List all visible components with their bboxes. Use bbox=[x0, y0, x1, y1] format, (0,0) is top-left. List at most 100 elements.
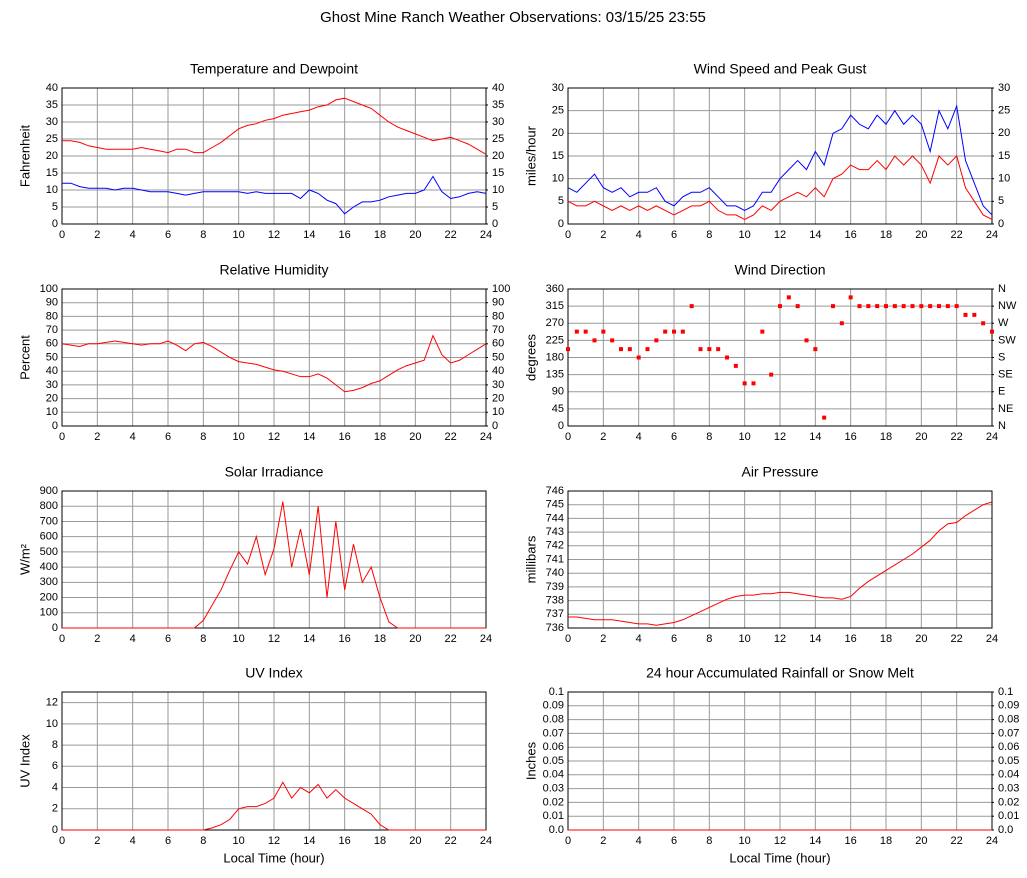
x-tick-label: 12 bbox=[268, 229, 280, 241]
y-axis-label: Inches bbox=[523, 741, 538, 780]
y2-tick-label: 5 bbox=[998, 195, 1004, 207]
y2-tick-label: 40 bbox=[492, 365, 504, 377]
x-tick-label: 4 bbox=[130, 431, 136, 443]
y-tick-label: 50 bbox=[46, 351, 58, 363]
y-tick-label: 20 bbox=[46, 150, 58, 162]
data-point bbox=[698, 347, 703, 352]
y-tick-label: 60 bbox=[46, 338, 58, 350]
y-tick-label: 35 bbox=[46, 99, 58, 111]
y2-tick-label: 30 bbox=[998, 82, 1010, 94]
y-tick-label: 100 bbox=[40, 607, 58, 619]
y-tick-label: 25 bbox=[552, 105, 564, 117]
data-point bbox=[689, 304, 694, 309]
x-tick-label: 24 bbox=[986, 431, 998, 443]
y2-tick-label: 80 bbox=[492, 310, 504, 322]
x-tick-label: 18 bbox=[374, 633, 386, 645]
x-tick-label: 6 bbox=[165, 431, 171, 443]
y-tick-label: 10 bbox=[46, 184, 58, 196]
data-point bbox=[610, 338, 615, 343]
data-point bbox=[892, 304, 897, 309]
y-tick-label: 15 bbox=[46, 167, 58, 179]
x-tick-label: 18 bbox=[374, 229, 386, 241]
y-tick-label: 225 bbox=[546, 334, 564, 346]
y-tick-label: 30 bbox=[552, 82, 564, 94]
y-tick-label: 0 bbox=[52, 218, 58, 230]
x-tick-label: 0 bbox=[565, 633, 571, 645]
data-point bbox=[725, 355, 729, 360]
x-tick-label: 18 bbox=[880, 633, 892, 645]
x-tick-label: 18 bbox=[374, 835, 386, 847]
y-tick-label: 30 bbox=[46, 379, 58, 391]
chart-title: 24 hour Accumulated Rainfall or Snow Mel… bbox=[646, 665, 914, 681]
y2-tick-label: SW bbox=[998, 334, 1016, 346]
plot-frame bbox=[567, 87, 993, 225]
data-point bbox=[839, 321, 844, 326]
y2-tick-label: E bbox=[998, 386, 1005, 398]
y-tick-label: 0.06 bbox=[543, 741, 564, 753]
x-tick-label: 24 bbox=[480, 633, 492, 645]
y2-tick-label: SE bbox=[998, 369, 1013, 381]
x-tick-label: 6 bbox=[671, 633, 677, 645]
y-tick-label: 315 bbox=[546, 300, 564, 312]
data-point bbox=[963, 312, 968, 317]
x-tick-label: 6 bbox=[165, 633, 171, 645]
x-tick-label: 10 bbox=[233, 633, 245, 645]
x-tick-label: 4 bbox=[636, 633, 642, 645]
y-tick-label: 600 bbox=[40, 531, 58, 543]
y-tick-label: 736 bbox=[546, 622, 564, 634]
x-tick-label: 12 bbox=[774, 835, 786, 847]
y2-tick-label: S bbox=[998, 351, 1005, 363]
data-point bbox=[804, 338, 809, 343]
y-axis-label: Percent bbox=[17, 335, 32, 380]
data-point bbox=[972, 312, 977, 317]
y2-tick-label: N bbox=[998, 283, 1006, 295]
x-tick-label: 8 bbox=[706, 431, 712, 443]
y2-tick-label: 0 bbox=[998, 218, 1004, 230]
x-tick-label: 10 bbox=[233, 835, 245, 847]
y-tick-label: 744 bbox=[546, 512, 564, 524]
y2-tick-label: 0.03 bbox=[998, 783, 1019, 795]
x-tick-label: 16 bbox=[845, 431, 857, 443]
x-tick-label: 2 bbox=[600, 835, 606, 847]
y2-tick-label: NE bbox=[998, 403, 1013, 415]
y2-tick-label: 30 bbox=[492, 379, 504, 391]
x-tick-label: 4 bbox=[636, 229, 642, 241]
data-point bbox=[919, 304, 924, 309]
x-tick-label: 4 bbox=[636, 431, 642, 443]
x-tick-label: 14 bbox=[303, 431, 315, 443]
y-tick-label: 0.02 bbox=[543, 796, 564, 808]
data-line bbox=[568, 501, 993, 626]
x-tick-label: 14 bbox=[303, 229, 315, 241]
y2-tick-label: 0.0 bbox=[998, 824, 1013, 836]
y-tick-label: 700 bbox=[40, 515, 58, 527]
y-tick-label: 15 bbox=[552, 150, 564, 162]
y-tick-label: 0 bbox=[558, 218, 564, 230]
y-tick-label: 10 bbox=[552, 173, 564, 185]
x-tick-label: 20 bbox=[915, 633, 927, 645]
y-tick-label: 6 bbox=[52, 760, 58, 772]
x-tick-label: 20 bbox=[409, 835, 421, 847]
y2-tick-label: 0.01 bbox=[998, 810, 1019, 822]
plot-frame bbox=[61, 288, 487, 427]
data-point bbox=[822, 415, 827, 420]
data-point bbox=[857, 304, 862, 309]
y2-tick-label: 10 bbox=[492, 184, 504, 196]
y-tick-label: 90 bbox=[46, 297, 58, 309]
x-tick-label: 0 bbox=[565, 229, 571, 241]
data-point bbox=[928, 304, 933, 309]
y-tick-label: 0 bbox=[558, 420, 564, 432]
x-tick-label: 6 bbox=[671, 431, 677, 443]
x-tick-label: 12 bbox=[268, 633, 280, 645]
chart-title: Relative Humidity bbox=[220, 262, 329, 278]
y-tick-label: 746 bbox=[546, 485, 564, 497]
y2-tick-label: NW bbox=[998, 300, 1017, 312]
y2-tick-label: 25 bbox=[492, 133, 504, 145]
y-tick-label: 12 bbox=[46, 697, 58, 709]
y2-tick-label: 20 bbox=[492, 150, 504, 162]
y-axis-label: Fahrenheit bbox=[17, 125, 32, 188]
x-tick-label: 22 bbox=[951, 431, 963, 443]
x-tick-label: 16 bbox=[339, 633, 351, 645]
x-tick-label: 24 bbox=[480, 229, 492, 241]
data-point bbox=[945, 304, 950, 309]
